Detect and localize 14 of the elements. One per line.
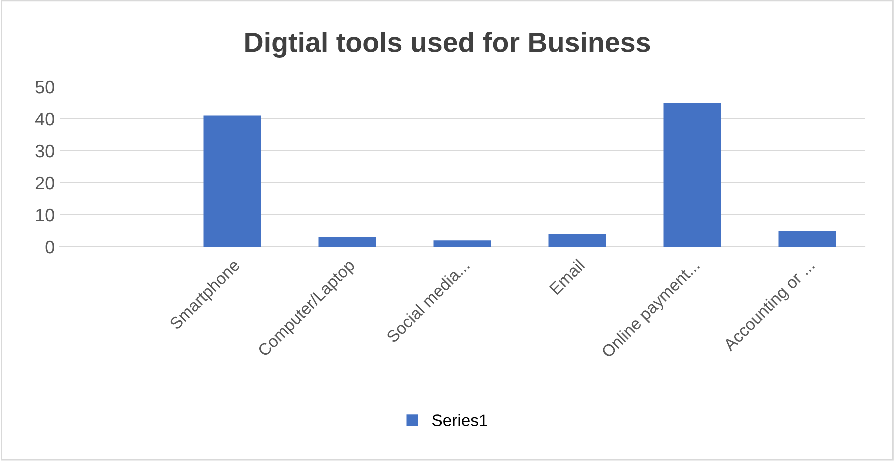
y-tick-label: 30	[36, 144, 54, 158]
y-tick-label: 0	[46, 240, 54, 254]
chart-title: Digtial tools used for Business	[246, 32, 650, 58]
bar	[664, 103, 722, 247]
bar	[778, 231, 836, 247]
bar	[548, 234, 606, 247]
y-tick-label: 40	[35, 112, 54, 126]
bar	[434, 240, 492, 247]
y-tick-label: 50	[36, 80, 54, 94]
y-tick-label: 10	[36, 208, 54, 222]
y-tick-label: 20	[36, 176, 54, 190]
bar	[318, 237, 376, 247]
bar	[204, 116, 262, 247]
legend-label: Series1	[432, 414, 488, 426]
